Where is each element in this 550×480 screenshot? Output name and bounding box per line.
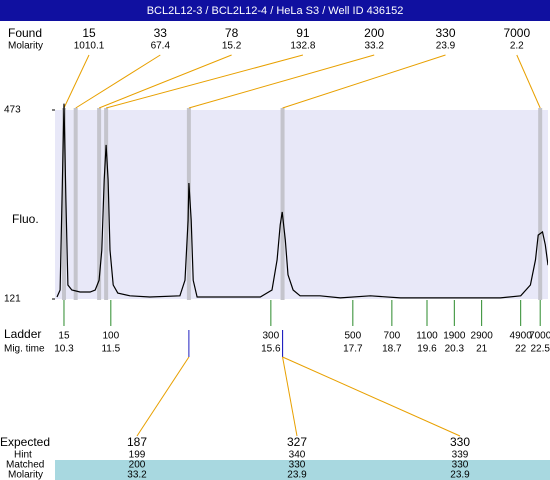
expected-label: Expected [0,435,50,449]
found-size: 15 [82,26,96,40]
ladder-size: 7000 [529,331,550,342]
peak-bar [97,108,102,300]
matched-molarity: 23.9 [450,470,470,480]
matched-size: 330 [452,460,469,471]
ladder-size: 1900 [443,331,466,342]
found-size: 7000 [503,26,530,40]
expected-connector [282,356,461,437]
found-molarity: 2.2 [510,41,524,52]
expected-connector [282,356,298,437]
ladder-time: 22 [515,344,527,355]
matched-molarity: 23.9 [287,470,307,480]
hint-size: 340 [289,450,306,461]
peak-connector [106,54,304,109]
y-tick-label: 473 [4,105,21,116]
found-size: 33 [154,26,168,40]
ladder-size: 500 [344,331,361,342]
matched-size: 330 [289,460,306,471]
expected-molarity-label: Molarity [8,470,43,480]
title: BCL2L12-3 / BCL2L12-4 / HeLa S3 / Well I… [147,5,404,17]
peak-connector [282,54,446,109]
hint-size: 339 [452,450,469,461]
peak-connector [516,54,541,109]
peak-connector [63,54,90,109]
found-size: 330 [435,26,455,40]
peak-bar [280,108,285,300]
found-label: Found [8,26,42,40]
found-molarity: 15.2 [222,41,242,52]
ladder-size: 100 [102,331,119,342]
expected-size: 327 [287,435,307,449]
ladder-size: 2900 [471,331,494,342]
ladder-time: 18.7 [382,344,402,355]
expected-size: 187 [127,435,147,449]
trace-group [56,103,548,299]
peak-bar [538,108,543,300]
found-size: 78 [225,26,239,40]
ladder-time: 20.3 [445,344,465,355]
peak-bar [61,108,66,300]
peak-bar [104,108,109,300]
found-size: 91 [296,26,310,40]
found-molarity: 67.4 [151,41,171,52]
peak-bar [73,108,78,300]
matched-band [55,460,550,480]
expected-size: 330 [450,435,470,449]
ladder-size: 4900 [510,331,533,342]
expected-connector [136,356,190,437]
ladder-time: 10.3 [54,344,74,355]
found-molarity: 23.9 [436,41,456,52]
header-bar [0,0,550,21]
found-molarity: 1010.1 [74,41,105,52]
peak-connector [188,54,375,109]
mig-time-label: Mig. time [4,344,45,355]
ladder-time: 17.7 [343,344,363,355]
ladder-label: Ladder [4,327,41,341]
y-axis-label: Fluo. [12,212,39,226]
trace [56,103,548,299]
molarity-label: Molarity [8,41,43,52]
found-molarity: 33.2 [364,41,384,52]
hint-size: 199 [129,450,146,461]
ladder-time: 11.5 [101,344,120,355]
ladder-time: 21 [476,344,488,355]
ladder-time: 15.6 [261,344,281,355]
ladder-time: 19.6 [417,344,437,355]
ladder-size: 1100 [416,331,438,342]
found-size: 200 [364,26,384,40]
ladder-size: 700 [384,331,401,342]
matched-molarity: 33.2 [127,470,147,480]
plot-area [55,110,548,299]
ladder-size: 300 [263,331,280,342]
ladder-size: 15 [58,331,70,342]
matched-size: 200 [129,460,146,471]
peak-connector [98,54,232,109]
ladder-time: 22.5 [530,344,550,355]
y-tick-label: 121 [4,294,21,305]
hint-label: Hint [14,450,32,461]
peak-connector [75,54,161,109]
found-molarity: 132.8 [290,41,315,52]
matched-label: Matched [6,460,44,471]
